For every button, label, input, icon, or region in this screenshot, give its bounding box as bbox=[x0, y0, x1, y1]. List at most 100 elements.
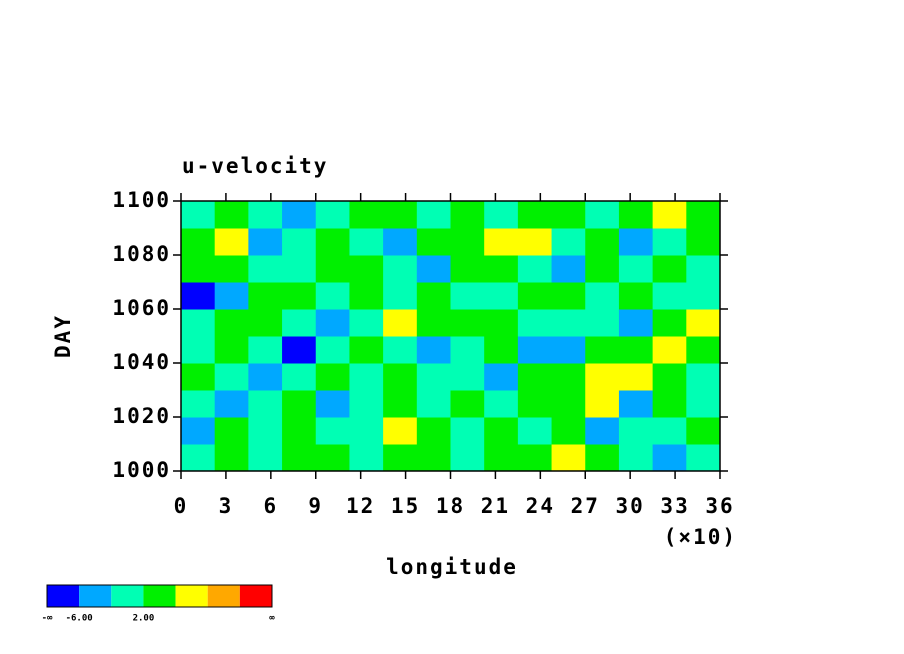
field-cell bbox=[450, 417, 485, 445]
x-tick-label: 27 bbox=[571, 494, 600, 518]
field-cell bbox=[181, 282, 216, 310]
field-cell bbox=[181, 444, 216, 472]
field-cell bbox=[214, 255, 249, 283]
colorbar-frame bbox=[46, 584, 273, 608]
field-cell bbox=[551, 444, 586, 472]
field-cell bbox=[484, 255, 519, 283]
x-tick-label: 6 bbox=[264, 494, 279, 518]
field-cell bbox=[248, 363, 283, 391]
x-tick-label: 24 bbox=[526, 494, 555, 518]
field-cell bbox=[551, 363, 586, 391]
field-cell bbox=[349, 390, 384, 418]
field-cell bbox=[652, 255, 687, 283]
field-cell bbox=[282, 336, 317, 364]
field-cell bbox=[214, 363, 249, 391]
field-cell bbox=[214, 309, 249, 337]
field-cell bbox=[517, 363, 553, 391]
field-cell bbox=[282, 390, 317, 418]
field-cell bbox=[315, 282, 350, 310]
field-cell bbox=[248, 255, 283, 283]
field-cell bbox=[315, 255, 350, 283]
field-cell bbox=[450, 282, 485, 310]
field-cell bbox=[686, 255, 721, 283]
field-cell bbox=[585, 363, 620, 391]
field-cell bbox=[484, 363, 519, 391]
y-tick-label: 1020 bbox=[112, 404, 171, 428]
field-cell bbox=[282, 201, 317, 229]
field-cell bbox=[686, 390, 721, 418]
field-cell bbox=[686, 417, 721, 445]
field-cell bbox=[450, 255, 485, 283]
field-cell bbox=[686, 282, 721, 310]
field-cell bbox=[551, 336, 586, 364]
field-cell bbox=[383, 309, 418, 337]
field-cell bbox=[585, 309, 620, 337]
field-cell bbox=[383, 444, 418, 472]
field-cell bbox=[214, 201, 249, 229]
field-cell bbox=[517, 255, 553, 283]
field-cell bbox=[416, 336, 451, 364]
field-cell bbox=[450, 363, 485, 391]
field-cell bbox=[282, 444, 317, 472]
field-cell bbox=[618, 228, 654, 256]
field-cell bbox=[618, 417, 654, 445]
field-cell bbox=[450, 390, 485, 418]
field-cell bbox=[450, 444, 485, 472]
x-tick-label: 9 bbox=[308, 494, 323, 518]
y-tick-label: 1000 bbox=[112, 458, 171, 482]
field-cell bbox=[652, 309, 687, 337]
field-cell bbox=[585, 336, 620, 364]
y-axis-label: DAY bbox=[51, 314, 75, 358]
field-cell bbox=[349, 201, 384, 229]
field-cell bbox=[484, 228, 519, 256]
field-cell bbox=[214, 282, 249, 310]
field-cell bbox=[551, 201, 586, 229]
field-cell bbox=[652, 444, 687, 472]
colorbar-swatch bbox=[111, 585, 144, 607]
colorbar-swatch bbox=[47, 585, 80, 607]
field-cell bbox=[686, 336, 721, 364]
field-cell bbox=[551, 282, 586, 310]
field-cell bbox=[248, 228, 283, 256]
field-cell bbox=[618, 201, 654, 229]
field-cell bbox=[349, 417, 384, 445]
field-cell bbox=[248, 309, 283, 337]
field-cell bbox=[282, 282, 317, 310]
field-cell bbox=[315, 228, 350, 256]
field-cell bbox=[282, 255, 317, 283]
field-cell bbox=[517, 390, 553, 418]
field-cell bbox=[517, 282, 553, 310]
field-cell bbox=[282, 417, 317, 445]
field-cell bbox=[416, 282, 451, 310]
field-cell bbox=[585, 201, 620, 229]
field-cell bbox=[349, 363, 384, 391]
field-cell bbox=[686, 309, 721, 337]
x-tick-label: 36 bbox=[705, 494, 734, 518]
field-cell bbox=[214, 417, 249, 445]
field-cell bbox=[315, 390, 350, 418]
field-cell bbox=[618, 336, 654, 364]
field-cell bbox=[484, 309, 519, 337]
field-cell bbox=[349, 309, 384, 337]
field-cell bbox=[416, 417, 451, 445]
field-cell bbox=[315, 201, 350, 229]
field-cell bbox=[383, 336, 418, 364]
field-cell bbox=[181, 336, 216, 364]
field-cell bbox=[181, 363, 216, 391]
field-cell bbox=[349, 282, 384, 310]
field-cell bbox=[416, 363, 451, 391]
field-cell bbox=[484, 444, 519, 472]
field-cell bbox=[416, 444, 451, 472]
field-cell bbox=[517, 309, 553, 337]
field-cell bbox=[214, 444, 249, 472]
x-tick-label: 33 bbox=[660, 494, 689, 518]
field-cell bbox=[315, 444, 350, 472]
x-tick-label: 12 bbox=[346, 494, 375, 518]
x-tick-label: 3 bbox=[219, 494, 234, 518]
field-cell bbox=[484, 282, 519, 310]
field-cell bbox=[349, 255, 384, 283]
x-axis-label: longitude bbox=[386, 555, 518, 579]
field-cell bbox=[517, 201, 553, 229]
colorbar-label: -6.00 bbox=[66, 614, 93, 624]
field-cell bbox=[248, 282, 283, 310]
